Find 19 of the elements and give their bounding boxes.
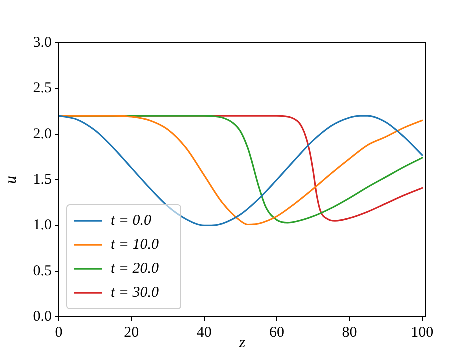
y-tick-label: 2.0	[33, 126, 52, 142]
y-tick-label: 1.5	[33, 172, 52, 188]
x-tick-label: 0	[55, 324, 63, 341]
y-tick-label: 0.5	[33, 263, 52, 280]
y-tick-label: 1.0	[33, 218, 52, 234]
x-tick-label: 40	[196, 324, 212, 341]
x-axis-title: z	[238, 334, 246, 352]
y-tick-label: 0.0	[33, 308, 52, 325]
x-tick-label: 20	[124, 324, 140, 341]
x-tick-label: 100	[411, 324, 434, 341]
x-tick-label: 80	[342, 324, 358, 341]
y-axis-title: u	[2, 176, 20, 184]
x-tick-label: 60	[270, 324, 285, 341]
legend-label: t = 30.0	[111, 284, 160, 301]
legend-label: t = 20.0	[111, 260, 160, 277]
legend-label: t = 0.0	[111, 212, 152, 229]
y-tick-label: 3.0	[33, 34, 52, 51]
legend-label: t = 10.0	[111, 236, 160, 253]
y-tick-label: 2.5	[33, 80, 52, 97]
